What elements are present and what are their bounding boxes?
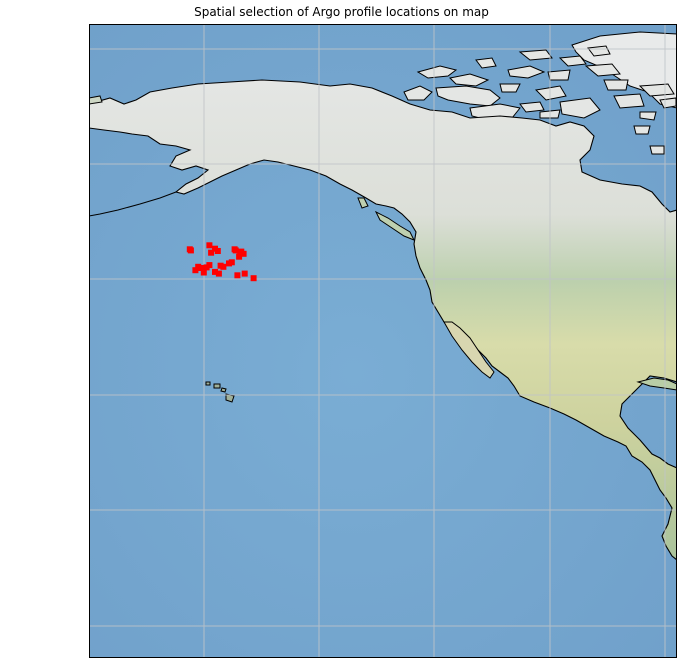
argo-profile-marker <box>212 268 218 275</box>
alaska-peninsula <box>89 191 177 217</box>
north-america-landmass <box>89 79 677 561</box>
hawaiian-islands <box>205 381 235 403</box>
argo-profile-marker <box>232 247 239 254</box>
argo-profile-marker <box>195 263 202 270</box>
argo-profile-marker <box>236 253 243 260</box>
argo-profile-marker <box>250 275 257 282</box>
argo-profile-marker <box>206 242 213 249</box>
gridlines <box>89 24 677 658</box>
argo-profile-marker <box>241 270 248 277</box>
cuba <box>636 377 677 391</box>
arctic-islands <box>403 45 677 155</box>
haida-gwaii <box>357 197 369 209</box>
baja-california <box>443 321 495 379</box>
argo-profile-marker <box>187 247 194 254</box>
argo-profile-marker <box>220 263 227 270</box>
aleutian-islands <box>89 95 103 105</box>
map-frame <box>89 24 677 658</box>
argo-profile-marker <box>226 260 232 267</box>
argo-profile-marker <box>240 250 247 257</box>
vancouver-island <box>374 210 416 241</box>
map-area <box>89 24 677 658</box>
argo-profile-marker <box>234 272 241 279</box>
argo-profile-marker <box>200 269 207 276</box>
argo-profile-marker <box>214 248 221 254</box>
argo-profile-marker <box>208 249 215 256</box>
map-title: Spatial selection of Argo profile locati… <box>194 5 489 19</box>
argo-profile-markers <box>186 242 257 282</box>
argo-profile-marker <box>192 267 199 274</box>
argo-profile-marker <box>215 270 222 277</box>
argo-profile-marker <box>203 264 210 271</box>
